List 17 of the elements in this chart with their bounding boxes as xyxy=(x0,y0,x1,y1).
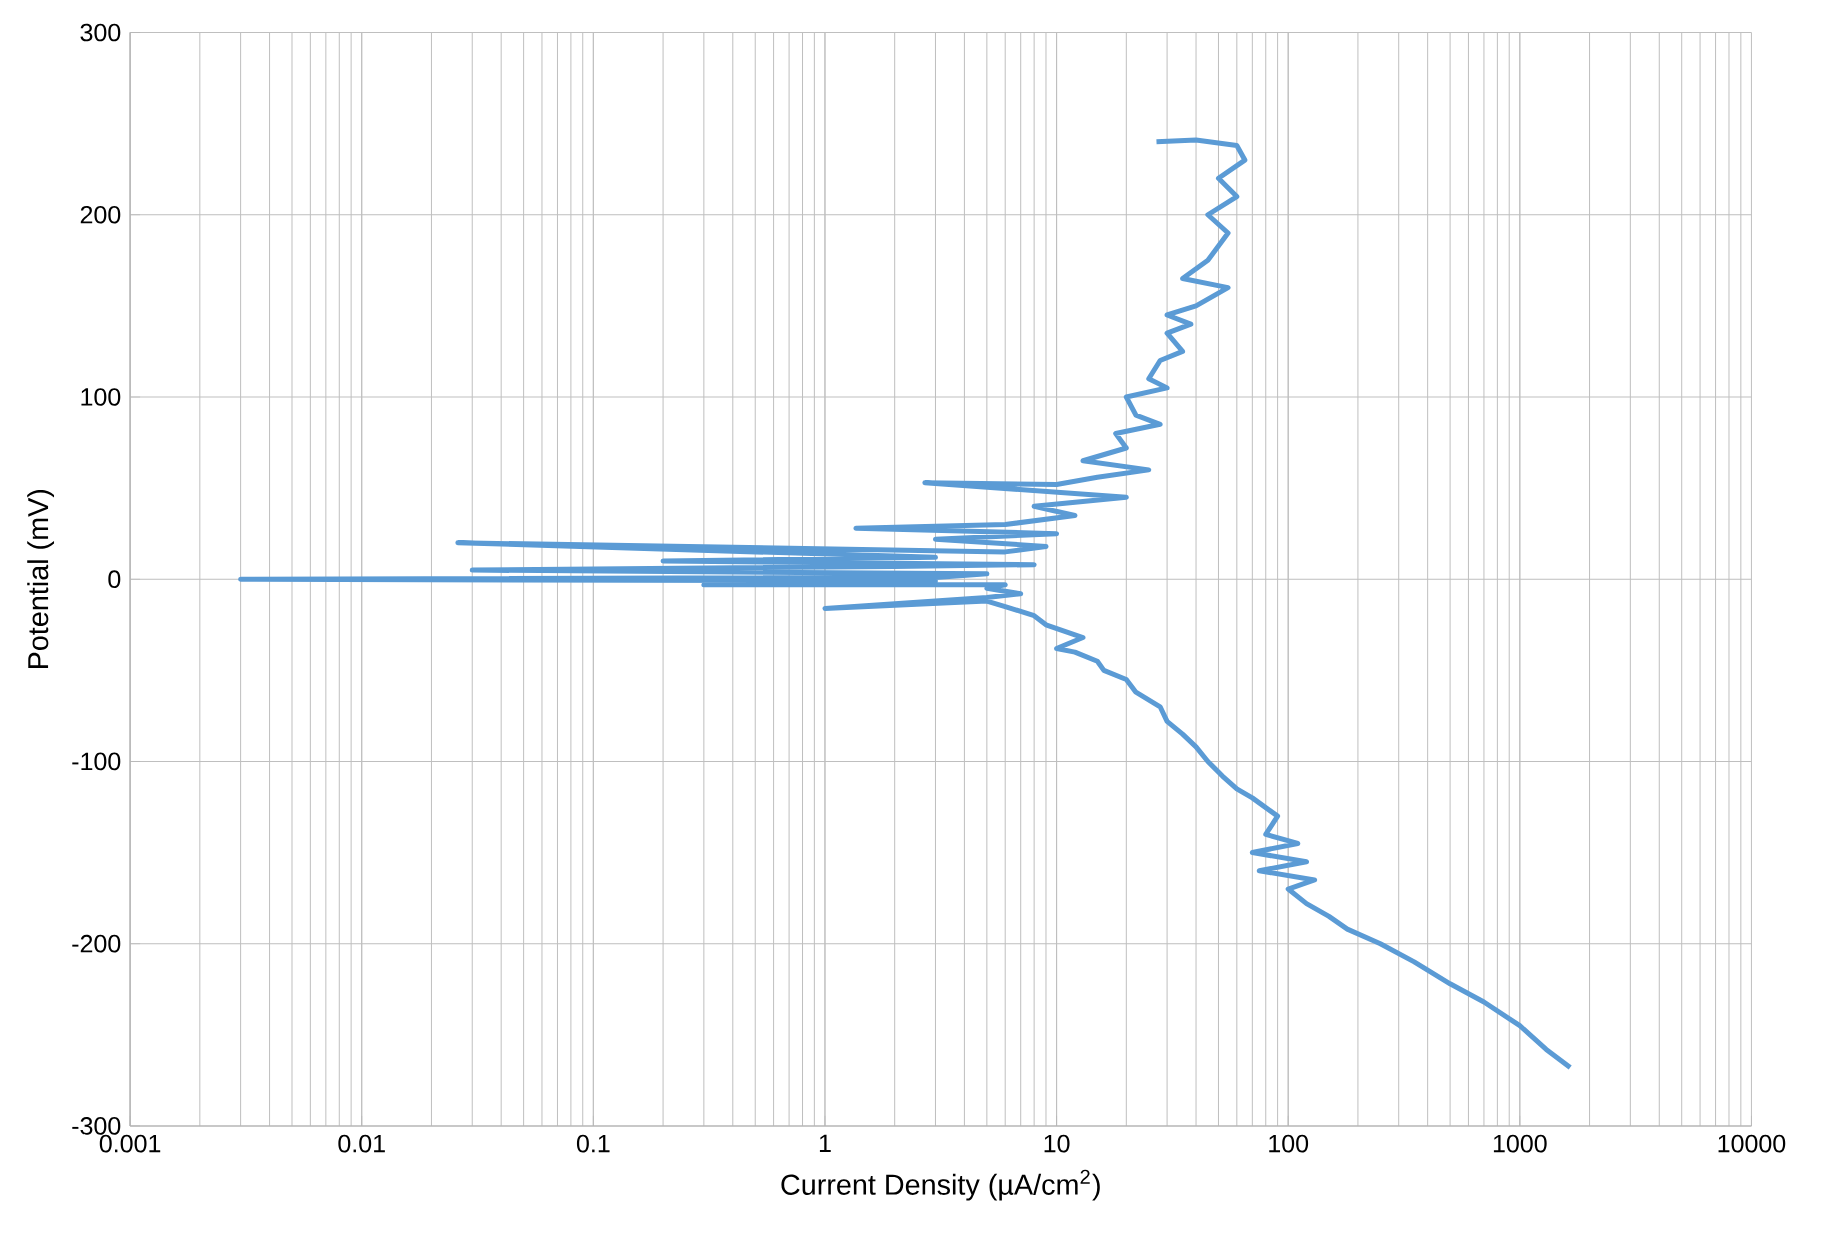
y-tick-label: 300 xyxy=(80,23,121,42)
x-tick-label: 0.1 xyxy=(576,1134,610,1153)
x-tick-label: 10 xyxy=(1044,1134,1070,1153)
x-axis-title: Current Density (µA/cm$^{2}$) xyxy=(781,1169,1100,1201)
y-tick-label: -100 xyxy=(72,752,121,771)
y-axis-title: Potential (mV) xyxy=(27,489,55,669)
x-tick-label: 10000 xyxy=(1718,1134,1786,1153)
x-tick-label: 0.01 xyxy=(338,1134,385,1153)
y-tick-label: -300 xyxy=(72,1117,121,1135)
x-tick-label: 100 xyxy=(1269,1134,1309,1153)
x-tick-label: 0.001 xyxy=(99,1134,161,1153)
x-tick-label: 1000 xyxy=(1493,1134,1547,1153)
y-tick-label: 200 xyxy=(80,205,121,224)
y-tick-label: 0 xyxy=(108,570,121,589)
y-tick-label: -200 xyxy=(72,934,121,953)
x-tick-label: 1 xyxy=(819,1134,831,1152)
y-tick-label: 100 xyxy=(81,388,121,406)
